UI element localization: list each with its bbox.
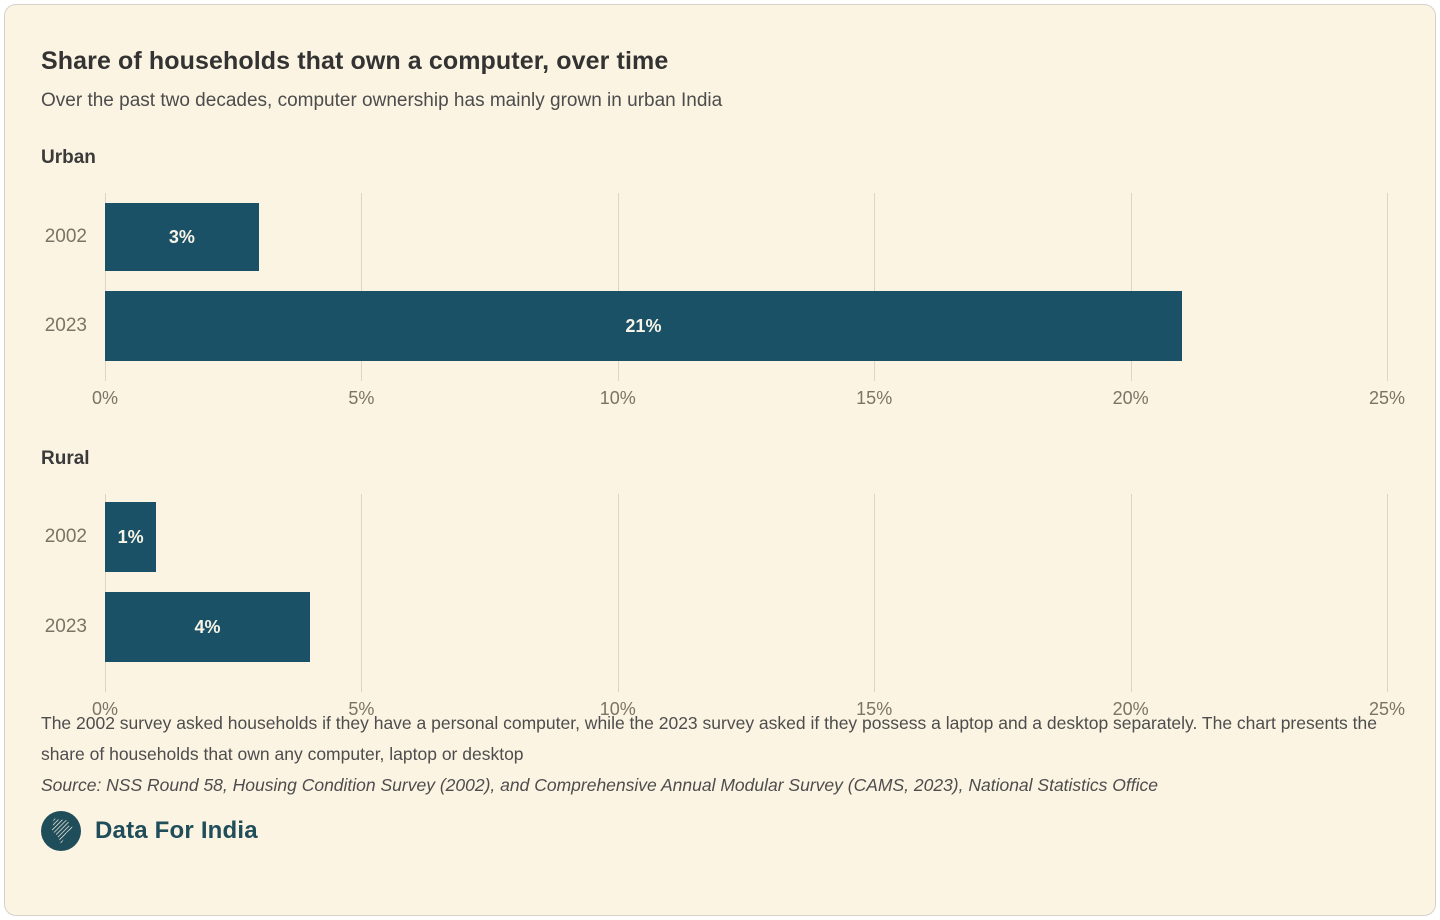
plot-area: 0% 5% 10% 15% 20% 25% 2002 1% 2023 4%	[45, 494, 1405, 719]
brand-logo-row: Data For India	[41, 811, 1387, 851]
data-for-india-logo-icon	[41, 811, 81, 851]
x-tick-label: 25%	[1368, 699, 1406, 719]
gridline	[361, 494, 363, 692]
x-tick-label: 5%	[348, 388, 375, 408]
x-tick-label: 0%	[91, 388, 119, 408]
x-tick-label: 10%	[599, 388, 636, 408]
gridline	[617, 193, 619, 381]
bar-urban-2002: 3%	[105, 203, 259, 271]
gridline	[1130, 494, 1132, 692]
gridline	[105, 193, 106, 381]
urban-chart-section: Urban 0% 5% 10% 15% 20% 25% 2002 3% 2023 21%	[41, 146, 1405, 408]
gridline	[1387, 193, 1388, 381]
x-tick-label: 20%	[1112, 388, 1149, 408]
x-tick-label: 15%	[856, 388, 893, 408]
x-tick-label: 25%	[1368, 388, 1406, 408]
gridline	[617, 494, 619, 692]
x-tick-label: 5%	[348, 699, 375, 719]
y-axis-label: 2002	[44, 226, 87, 247]
gridline	[874, 494, 876, 692]
bar-value-label: 4%	[194, 616, 221, 637]
section-label-urban: Urban	[41, 147, 96, 168]
brand-name: Data For India	[95, 817, 258, 844]
urban-bar-chart: 0% 5% 10% 15% 20% 25% 2002 3% 2023 21%	[41, 193, 1405, 408]
gridline	[1130, 193, 1132, 381]
page-title: Share of households that own a computer,…	[41, 47, 669, 75]
bar-value-label: 21%	[625, 315, 662, 336]
page-subtitle: Over the past two decades, computer owne…	[41, 90, 723, 111]
chart-source: Source: NSS Round 58, Housing Condition …	[41, 775, 1158, 795]
chart-footnote: The 2002 survey asked households if they…	[41, 713, 1377, 764]
x-tick-label: 0%	[91, 699, 119, 719]
bar-urban-2023: 21%	[105, 291, 1182, 361]
bar-value-label: 1%	[117, 526, 144, 547]
bar-value-label: 3%	[168, 226, 195, 247]
x-tick-label: 20%	[1112, 699, 1149, 719]
x-tick-label: 10%	[599, 699, 636, 719]
bar-rural-2002: 1%	[105, 502, 157, 572]
gridline	[1387, 494, 1388, 692]
gridline	[361, 193, 363, 381]
bar-rural-2023: 4%	[105, 592, 311, 662]
section-label-rural: Rural	[41, 448, 90, 469]
rural-bar-chart: 0% 5% 10% 15% 20% 25% 2002 1% 2023 4%	[41, 494, 1405, 719]
plot-area: 0% 5% 10% 15% 20% 25% 2002 3% 2023 21%	[45, 193, 1405, 408]
rural-chart-section: Rural 0% 5% 10% 15% 20% 25% 2002 1% 2023 4%	[41, 447, 1405, 719]
y-axis-label: 2002	[44, 526, 87, 547]
chart-card: Share of households that own a computer,…	[4, 4, 1436, 916]
gridline	[874, 193, 876, 381]
y-axis-label: 2023	[44, 616, 87, 637]
x-tick-label: 15%	[856, 699, 893, 719]
y-axis-label: 2023	[44, 315, 87, 336]
